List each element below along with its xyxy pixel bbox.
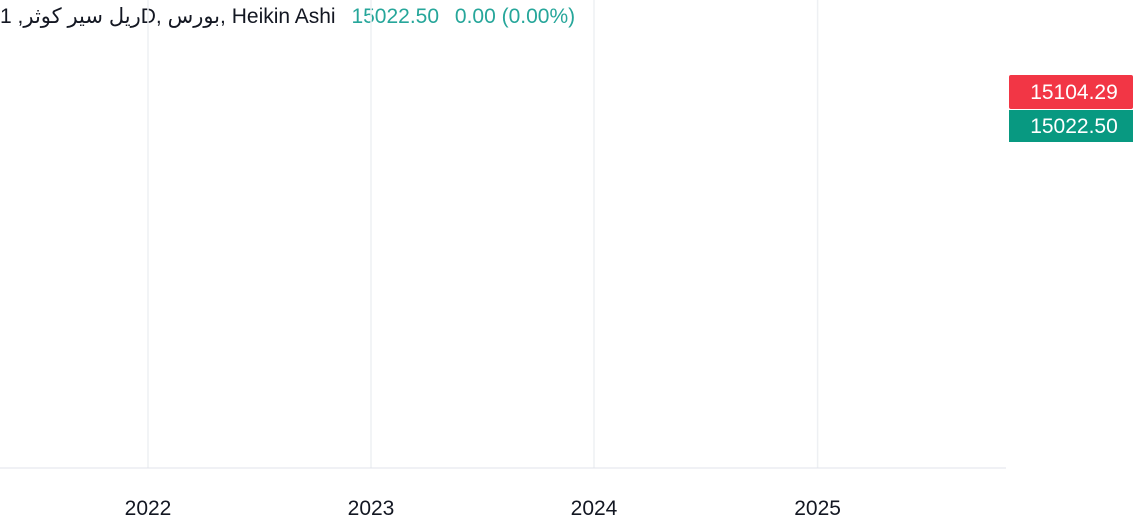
last-price-label: 15022.50	[1009, 110, 1133, 142]
price-change: 0.00 (0.00%)	[454, 5, 576, 28]
last-price-label-text: 15022.50	[1030, 115, 1118, 138]
price-axis: 20000.0012000.0010000.008000.006400.0017…	[1009, 75, 1133, 142]
time-axis: 2022 2023 2024 2025	[125, 497, 841, 520]
hline-price-label: 15104.29	[1009, 75, 1133, 109]
chart-legend: ریل سیر کوثر, 1D, بورس, Heikin Ashi 1502…	[0, 5, 576, 28]
grid	[0, 0, 1006, 469]
last-price-label-bg	[1009, 110, 1133, 142]
x-tick-label: 2023	[348, 497, 395, 520]
x-tick-label: 2024	[571, 497, 618, 520]
symbol-name: ریل سیر کوثر, 1D, بورس	[0, 5, 221, 28]
x-tick-label: 2025	[794, 497, 841, 520]
hline-label-bg	[1009, 75, 1133, 109]
hline-label-text: 15104.29	[1030, 81, 1118, 104]
x-tick-label: 2022	[125, 497, 172, 520]
chart-style: Heikin Ashi	[231, 5, 336, 28]
last-price-value: 15022.50	[351, 5, 440, 28]
